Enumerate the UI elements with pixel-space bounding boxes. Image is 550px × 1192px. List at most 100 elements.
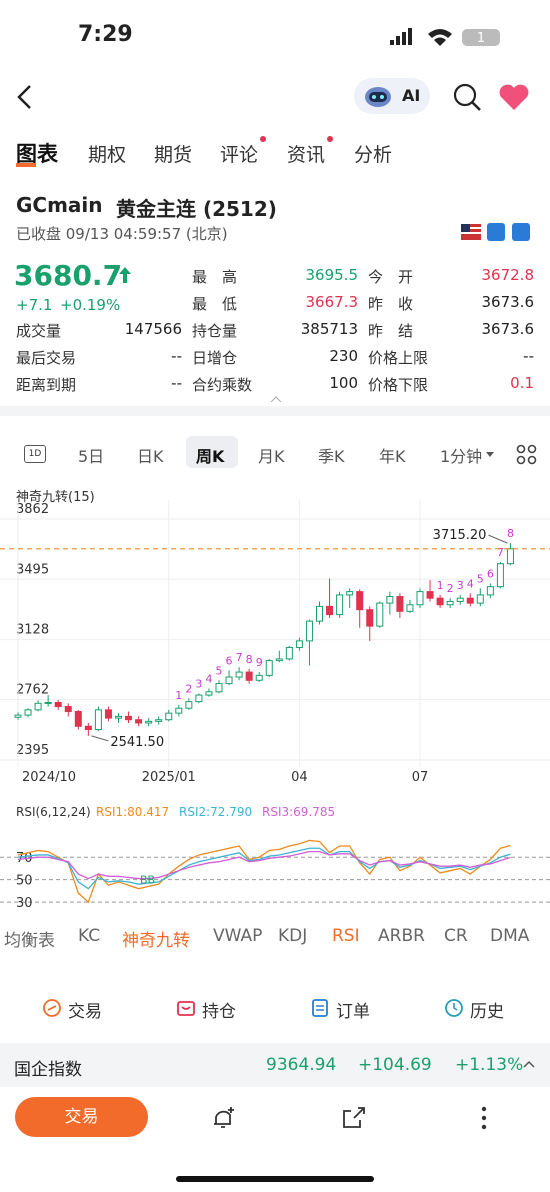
rsi-line <box>17 839 511 904</box>
candle-body <box>285 646 293 660</box>
tab[interactable]: 期货 <box>154 144 193 166</box>
more-button[interactable] <box>476 1104 492 1132</box>
tab[interactable]: 资讯 <box>287 144 326 166</box>
last-price: 3680.7 <box>14 259 123 292</box>
nine-turn-count: 4 <box>205 673 212 686</box>
action[interactable]: 历史 <box>470 1002 504 1022</box>
ticker-bar[interactable] <box>0 1043 550 1087</box>
tab[interactable]: 分析 <box>354 144 393 166</box>
candle-body <box>336 594 344 616</box>
indicator[interactable]: DMA <box>490 926 530 946</box>
y-tick-label: 2395 <box>16 743 49 758</box>
stat-label: 距离到期 <box>16 376 77 394</box>
tab[interactable]: 期权 <box>88 144 127 166</box>
nine-turn-count: 2 <box>185 682 192 695</box>
stat-value: 3695.5 <box>305 266 359 284</box>
stat-value: -- <box>171 347 182 365</box>
stat-label: 持仓量 <box>192 322 238 340</box>
low-label: 2541.50 <box>110 735 164 750</box>
y-tick-label: 2762 <box>16 683 49 698</box>
period[interactable]: 1分钟 <box>440 447 483 466</box>
favorite-button[interactable] <box>498 82 530 112</box>
expand[interactable] <box>522 1058 536 1070</box>
stat-value: 3667.3 <box>305 293 359 311</box>
clock: 7:29 <box>78 22 133 47</box>
change: +7.1 <box>16 296 53 314</box>
legend-entry: RSI2:72.790 <box>179 805 252 819</box>
candle-body <box>496 563 504 588</box>
nine-turn-count: 4 <box>467 577 474 590</box>
y-tick-label: 3862 <box>16 502 49 517</box>
indicator[interactable]: KC <box>78 926 101 946</box>
stat-label: 价格上限 <box>368 349 429 367</box>
action[interactable]: 订单 <box>336 1002 370 1022</box>
candle-body <box>34 702 42 711</box>
tab[interactable]: 评论 <box>220 144 259 166</box>
nine-turn-count: 3 <box>195 677 202 690</box>
battery-level: 1 <box>477 31 485 46</box>
nine-turn-count: 6 <box>226 654 233 667</box>
period[interactable]: 日K <box>137 447 164 466</box>
trade-button[interactable]: 交易 <box>15 1097 148 1137</box>
collapse[interactable] <box>268 394 284 404</box>
stat-label: 日增仓 <box>192 349 238 367</box>
stat-value: 3672.8 <box>481 266 535 284</box>
indicator[interactable]: ARBR <box>378 926 425 946</box>
indicator[interactable]: RSI <box>332 926 360 946</box>
stat-label: 昨 收 <box>368 295 414 313</box>
stat-label: 昨 结 <box>368 322 414 340</box>
candle-body <box>386 596 394 604</box>
candle-body <box>356 591 364 611</box>
code: GCmain <box>16 193 103 217</box>
stat-value: 0.1 <box>510 374 534 392</box>
nine-turn-count: 5 <box>216 664 223 677</box>
nine-turn-count: 1 <box>175 689 182 702</box>
candle-body <box>466 597 474 604</box>
candle-body <box>135 719 143 724</box>
stat-value: 230 <box>329 347 358 365</box>
flags <box>461 223 530 241</box>
candle-body <box>165 712 173 721</box>
period[interactable]: 月K <box>258 447 285 466</box>
period[interactable]: 周K <box>196 447 225 466</box>
ticker-change-pct: +1.13% <box>455 1055 524 1075</box>
annotation: BB <box>140 874 155 887</box>
indicator[interactable]: VWAP <box>213 926 263 946</box>
search-button[interactable] <box>452 82 482 112</box>
candle-body <box>205 691 213 696</box>
indicator[interactable]: CR <box>444 926 468 946</box>
candle-body <box>155 719 163 722</box>
back-button[interactable] <box>12 82 42 112</box>
alert-button[interactable] <box>210 1104 238 1132</box>
indicator[interactable]: 神奇九转 <box>122 931 190 951</box>
candle-body <box>456 597 464 602</box>
period[interactable]: 5日 <box>78 447 105 466</box>
candle-body <box>74 710 82 727</box>
name: 黄金主连 (2512) <box>116 197 277 221</box>
action[interactable]: 交易 <box>68 1002 102 1022</box>
candle-body <box>326 605 334 616</box>
period[interactable]: 年K <box>379 447 406 466</box>
indicator[interactable]: 均衡表 <box>4 931 55 951</box>
x-tick-label: 07 <box>412 770 429 785</box>
chart-title: 神奇九转(15) <box>16 490 95 505</box>
candle-body <box>446 600 454 606</box>
stat-value: -- <box>171 374 182 392</box>
x-tick-label: 2024/10 <box>22 770 76 785</box>
candle-body <box>506 548 514 565</box>
candle-body <box>225 676 233 685</box>
candle-body <box>175 707 183 714</box>
grid-menu[interactable] <box>516 444 538 466</box>
badge <box>327 136 333 142</box>
period[interactable]: 季K <box>318 447 345 466</box>
tab[interactable]: 图表 <box>16 142 58 166</box>
share-button[interactable] <box>340 1104 368 1132</box>
indicator[interactable]: KDJ <box>278 926 308 946</box>
ai-button[interactable]: AI <box>354 78 430 114</box>
period-1d[interactable]: 1D <box>24 445 46 463</box>
order-icon <box>312 999 328 1017</box>
candle-body <box>195 694 203 703</box>
action[interactable]: 持仓 <box>202 1002 236 1022</box>
candle-body <box>295 640 303 648</box>
